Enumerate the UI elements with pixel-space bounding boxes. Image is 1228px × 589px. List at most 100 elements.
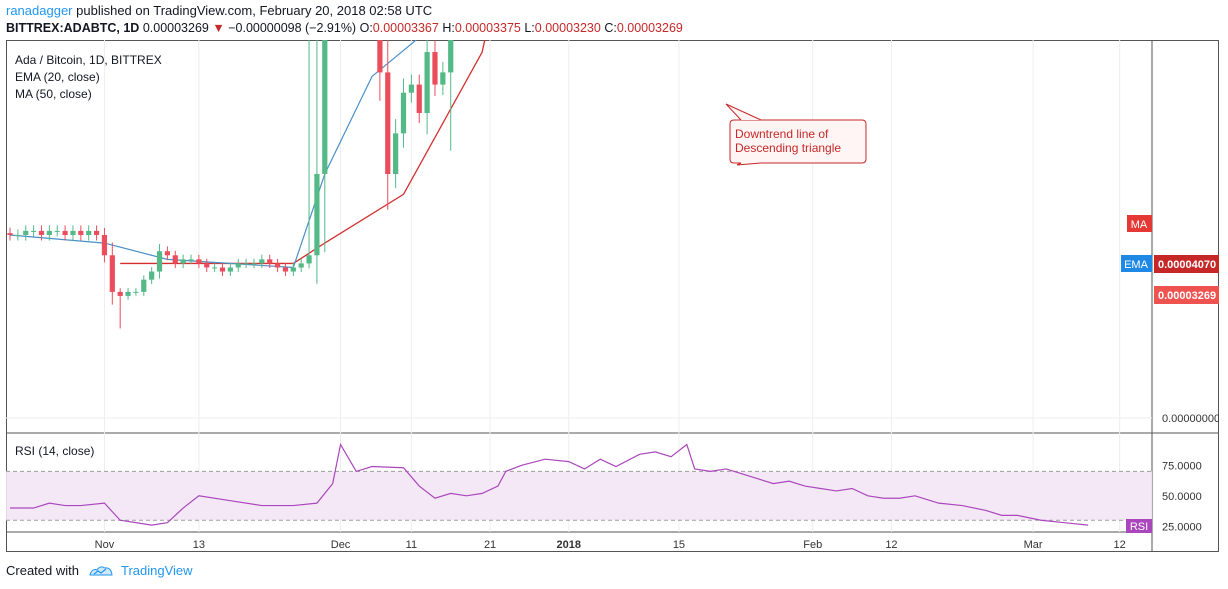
candle-body bbox=[219, 267, 226, 272]
candle-body bbox=[156, 251, 163, 272]
candle-body bbox=[7, 233, 13, 235]
tradingview-link[interactable]: TradingView bbox=[120, 563, 193, 578]
candle-body bbox=[243, 263, 249, 265]
rsi-tick-label: 75.0000 bbox=[1162, 460, 1202, 472]
candle-body bbox=[62, 230, 68, 235]
support-price-badge: 0.00004070 bbox=[1154, 255, 1219, 273]
published-text: published on TradingView.com, February 2… bbox=[76, 3, 433, 18]
candle-body bbox=[86, 230, 92, 235]
candle-body bbox=[393, 133, 399, 174]
price-tick-label: 0.00000000 bbox=[1162, 413, 1219, 425]
time-tick-label: 13 bbox=[193, 539, 205, 551]
candle-body bbox=[306, 255, 312, 264]
last-price: 0.00003269 bbox=[142, 21, 209, 35]
rsi-badge-bg bbox=[1126, 519, 1152, 533]
time-tick-label: Dec bbox=[331, 539, 351, 551]
rsi-pane bbox=[6, 442, 1152, 526]
candle-body bbox=[196, 259, 202, 264]
footer: Created with TradingView bbox=[6, 563, 193, 578]
candle-body bbox=[109, 255, 115, 292]
candle-body bbox=[322, 40, 328, 174]
candle-body bbox=[141, 279, 147, 292]
rsi-tick-label: 25.0000 bbox=[1162, 521, 1202, 533]
candle-body bbox=[188, 259, 194, 261]
grid bbox=[6, 40, 1152, 532]
close-label: C: bbox=[604, 21, 617, 35]
ema-legend: EMA (20, close) bbox=[15, 70, 100, 84]
time-tick-label: 12 bbox=[1114, 539, 1126, 551]
candle-body bbox=[290, 267, 296, 272]
ma-legend: MA (50, close) bbox=[15, 87, 92, 101]
ma-50-line bbox=[120, 40, 486, 265]
candle-body bbox=[172, 255, 178, 264]
candle-body bbox=[31, 230, 37, 232]
candle-body bbox=[101, 234, 108, 256]
candle-body bbox=[259, 259, 265, 264]
tradingview-logo-icon[interactable] bbox=[89, 565, 113, 577]
publish-info: ranadagger published on TradingView.com,… bbox=[6, 3, 432, 18]
annotation-callout[interactable]: Downtrend line of Descending triangle bbox=[725, 103, 867, 166]
ema-badge: EMA bbox=[1121, 255, 1152, 272]
candle-body bbox=[164, 251, 170, 256]
annotation-line-1: Downtrend line of bbox=[735, 127, 829, 141]
candle-body bbox=[274, 263, 281, 268]
axes: 0.000000000.000010000.000020000.00003000… bbox=[95, 413, 1219, 551]
candle-body bbox=[408, 84, 414, 93]
callout-box bbox=[729, 119, 867, 166]
price-change: −0.00000098 (−2.91%) bbox=[228, 21, 357, 35]
candle-body bbox=[149, 271, 155, 280]
candle-body bbox=[251, 263, 257, 265]
rsi-band bbox=[6, 471, 1152, 521]
time-tick-label: Feb bbox=[803, 539, 822, 551]
candle-body bbox=[282, 267, 289, 272]
time-tick-label: 2018 bbox=[557, 539, 581, 551]
low-label: L: bbox=[524, 21, 535, 35]
ohlc-header: BITTREX:ADABTC, 1D 0.00003269 ▼ −0.00000… bbox=[6, 21, 683, 35]
ma-badge-label: MA bbox=[1131, 219, 1148, 231]
ema-badge-bg bbox=[1121, 255, 1152, 272]
chart-border bbox=[6, 40, 1219, 552]
rsi-legend: RSI (14, close) bbox=[15, 444, 94, 458]
time-tick-label: 21 bbox=[484, 539, 496, 551]
last-price-badge: 0.00003269 bbox=[1154, 286, 1219, 304]
last-badge-bg bbox=[1154, 286, 1219, 304]
support-badge-bg bbox=[1154, 255, 1219, 273]
open-label: O: bbox=[359, 21, 373, 35]
candle-body bbox=[38, 230, 45, 235]
last-price-label: 0.00003269 bbox=[1158, 290, 1216, 302]
candle-body bbox=[212, 267, 218, 269]
open-value: 0.00003367 bbox=[372, 21, 439, 35]
time-tick-label: Nov bbox=[95, 539, 115, 551]
time-tick-label: 15 bbox=[673, 539, 685, 551]
candle-body bbox=[180, 259, 186, 264]
down-arrow-icon: ▼ bbox=[212, 21, 225, 35]
candle-body bbox=[23, 230, 29, 235]
ma-badge: MA bbox=[1127, 215, 1152, 232]
rsi-line bbox=[10, 442, 1089, 526]
candle-body bbox=[432, 52, 438, 85]
close-value: 0.00003269 bbox=[616, 21, 683, 35]
candle-body bbox=[117, 291, 123, 296]
candle-body bbox=[204, 263, 210, 268]
candle-body bbox=[54, 230, 60, 232]
candle-body bbox=[46, 230, 52, 235]
candle-body bbox=[440, 72, 446, 85]
rsi-badge-label: RSI bbox=[1130, 521, 1148, 533]
time-tick-label: 11 bbox=[406, 539, 417, 551]
candle-body bbox=[314, 174, 320, 256]
ema-badge-label: EMA bbox=[1124, 259, 1149, 271]
candle-body bbox=[377, 40, 383, 73]
candle-body bbox=[235, 263, 241, 268]
high-value: 0.00003375 bbox=[454, 21, 521, 35]
ma-line bbox=[120, 40, 486, 265]
symbol-label: BITTREX:ADABTC, 1D bbox=[6, 21, 140, 35]
chart-frame[interactable]: 0.000000000.000010000.000020000.00003000… bbox=[6, 40, 1219, 552]
candle-body bbox=[15, 234, 21, 236]
high-label: H: bbox=[442, 21, 455, 35]
candle-body bbox=[448, 40, 454, 73]
candle-body bbox=[385, 72, 391, 174]
author-link[interactable]: ranadagger bbox=[6, 3, 73, 18]
candles bbox=[7, 40, 454, 329]
low-value: 0.00003230 bbox=[534, 21, 601, 35]
candle-body bbox=[70, 230, 76, 235]
